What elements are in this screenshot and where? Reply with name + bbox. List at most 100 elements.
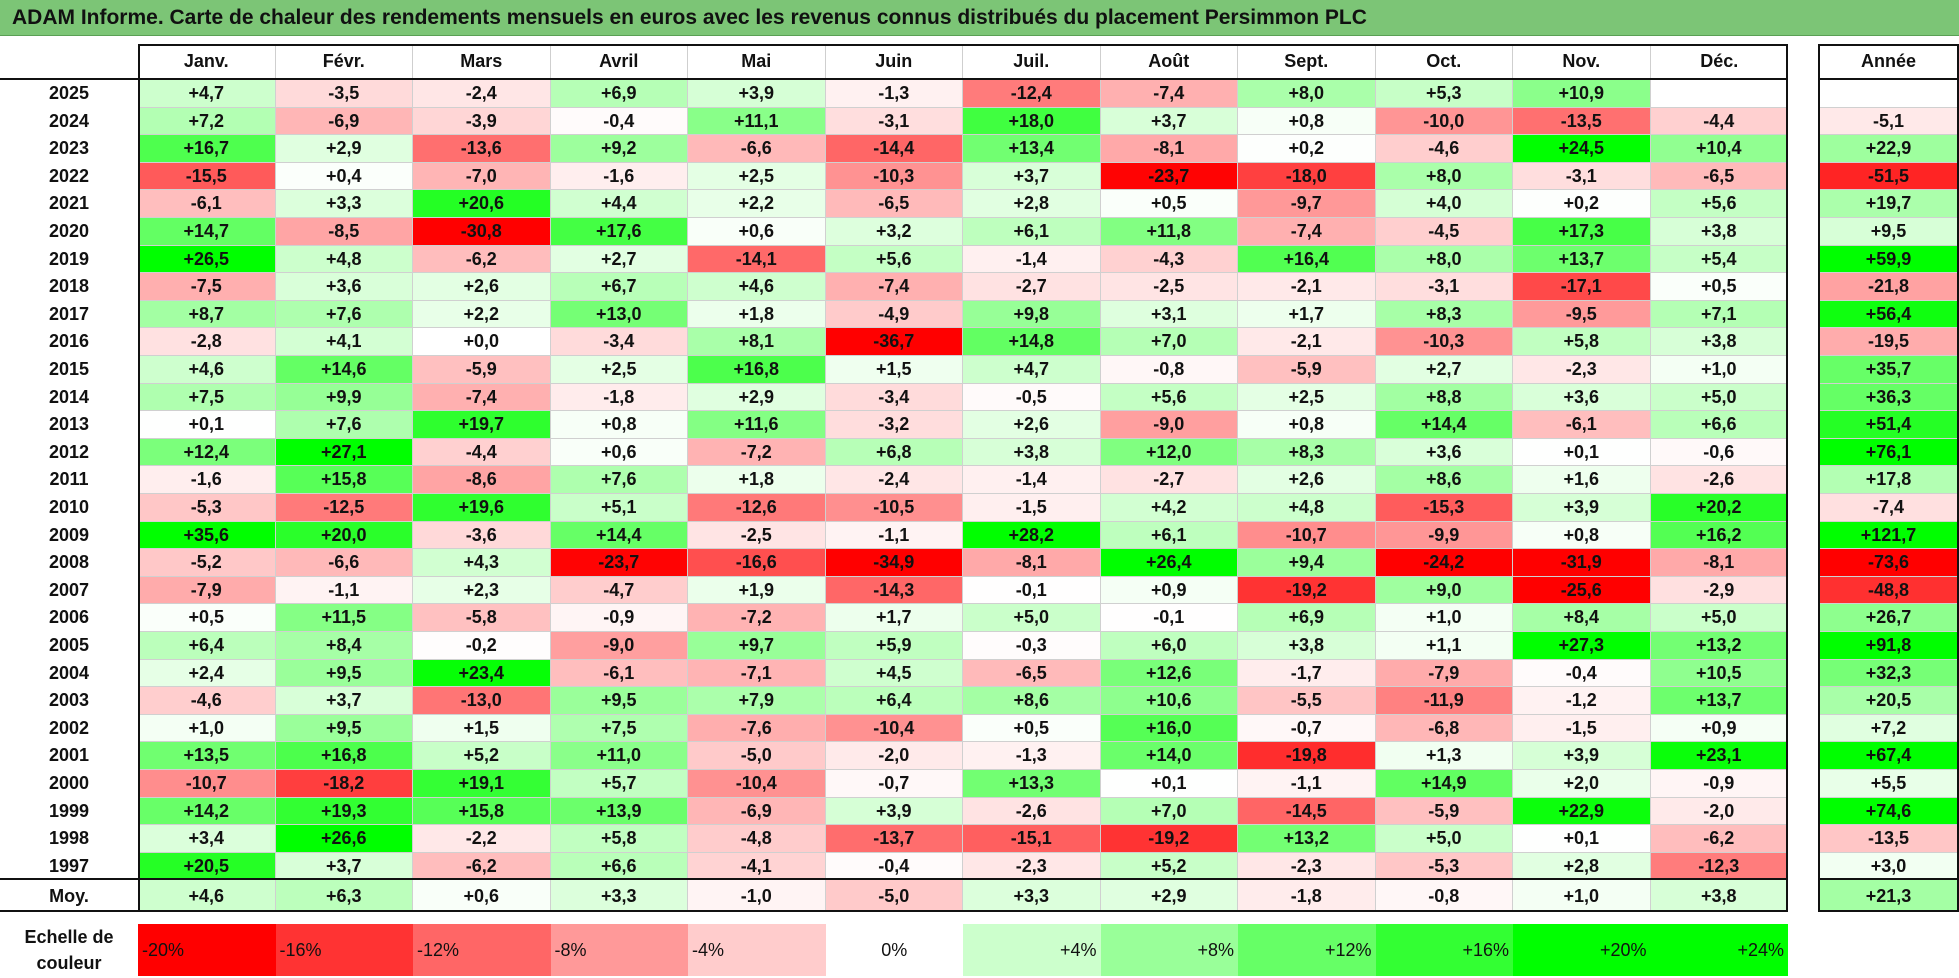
heatmap-cell: -6,2 [1650,825,1788,853]
heatmap-cell: +26,6 [275,825,413,853]
month-header: Oct. [1376,44,1513,78]
month-header: Janv. [138,44,276,78]
heatmap-cell: +6,1 [1100,521,1238,550]
heatmap-cell: +5,0 [963,604,1101,632]
annual-cell: +7,2 [1818,714,1959,743]
heatmap-cell: -10,5 [825,494,963,522]
heatmap-cell: -15,3 [1375,494,1513,522]
year-label: 2004 [48,662,90,683]
color-scale-label-line2: couleur [36,953,102,973]
heatmap-cell: -3,5 [275,80,413,108]
heatmap-cell: +9,7 [688,632,826,660]
heatmap-cell: -12,5 [275,494,413,522]
heatmap-cell: -7,2 [688,438,826,467]
average-cell: -5,0 [825,880,963,912]
heatmap-cell: +35,6 [138,521,276,550]
heatmap-cell: -23,7 [550,549,688,577]
heatmap-cell: +0,1 [138,411,276,439]
heatmap-cell: -5,3 [138,494,276,522]
heatmap-cell: -19,8 [1238,742,1376,770]
annual-cell: +17,8 [1818,466,1959,494]
heatmap-cell: -8,5 [275,218,413,246]
average-cell: +2,9 [1100,880,1238,912]
annual-cell: +36,3 [1818,383,1959,412]
heatmap-cell: +16,2 [1650,521,1788,550]
heatmap-cell: +13,0 [550,300,688,329]
heatmap-cell: -6,5 [825,190,963,218]
heatmap-cell: -30,8 [413,218,551,246]
heatmap-cell: +1,8 [688,300,826,329]
heatmap-cell: +1,7 [825,604,963,632]
year-label: 2007 [48,579,90,600]
heatmap-cell: -1,6 [138,466,276,494]
average-cell: -1,8 [1238,880,1376,912]
heatmap-cell: -7,9 [1375,659,1513,688]
year-label: 2015 [48,359,90,379]
heatmap-cell: +2,7 [550,245,688,274]
heatmap-cell: -0,5 [963,383,1101,412]
heatmap-cell: -5,0 [688,742,826,770]
heatmap-cell: -19,2 [1238,576,1376,605]
heatmap-cell: -7,2 [688,604,826,632]
heatmap-cell: +4,8 [1238,494,1376,522]
heatmap-cell: +11,5 [275,604,413,632]
heatmap-cell: -1,1 [1238,770,1376,798]
heatmap-cell: -0,4 [1513,659,1651,688]
heatmap-cell: +7,6 [275,300,413,329]
heatmap-cell: +4,2 [1100,494,1238,522]
heatmap-cell: -3,4 [550,328,688,356]
heatmap-cell: +9,5 [550,687,688,715]
heatmap-cell: +2,7 [1375,356,1513,384]
heatmap-cell: +1,0 [1375,604,1513,632]
heatmap-cell: +5,7 [550,770,688,798]
heatmap-cell: +7,5 [138,383,276,412]
heatmap-cell: -2,8 [138,328,276,356]
year-label: 2012 [48,441,90,462]
heatmap-cell: +1,5 [825,356,963,384]
average-cell: +0,6 [413,880,551,912]
year-label: 2006 [48,607,90,628]
heatmap-cell: -2,5 [688,521,826,550]
heatmap-cell: +16,7 [138,135,276,163]
heatmap-cell: -15,5 [138,162,276,191]
heatmap-cell: -0,1 [1100,604,1238,632]
heatmap-cell: +8,7 [138,300,276,329]
year-label: 2016 [48,331,90,352]
heatmap-cell: -2,6 [963,797,1101,826]
heatmap-cell: -1,7 [1238,659,1376,688]
heatmap-cell [1650,80,1788,108]
heatmap-cell: +13,5 [138,742,276,770]
heatmap-cell: +0,1 [1513,825,1651,853]
annual-cell: +22,9 [1818,135,1959,163]
heatmap-cell: -7,6 [688,714,826,743]
month-header: Mai [688,44,826,78]
annual-average-separator [1818,878,1959,880]
year-label: 1999 [48,800,90,821]
heatmap-cell: -2,1 [1238,273,1376,301]
heatmap-cell: -18,2 [275,770,413,798]
heatmap-cell: -4,4 [1650,107,1788,136]
heatmap-cell: -4,8 [688,825,826,853]
heatmap-cell: -1,5 [1513,714,1651,743]
year-label: 2024 [48,110,90,131]
average-cell: +4,6 [138,880,276,912]
heatmap-cell: +0,2 [1513,190,1651,218]
heatmap-cell: -0,6 [1650,438,1788,467]
heatmap-cell: +15,8 [275,466,413,494]
color-scale-step: +12% [1238,924,1376,976]
header-separator [0,78,1788,80]
heatmap-cell: -1,1 [275,576,413,605]
heatmap-cell: -9,0 [550,632,688,660]
heatmap-cell: -9,7 [1238,190,1376,218]
heatmap-cell: +0,4 [275,162,413,191]
heatmap-cell: +16,8 [275,742,413,770]
heatmap-cell: +8,3 [1375,300,1513,329]
annual-cell [1818,80,1959,108]
heatmap-cell: +13,7 [1650,687,1788,715]
heatmap-cell: -3,4 [825,383,963,412]
heatmap-cell: -2,0 [825,742,963,770]
heatmap-cell: -13,7 [825,825,963,853]
heatmap-cell: -6,8 [1375,714,1513,743]
heatmap-cell: +5,9 [825,632,963,660]
heatmap-cell: +3,7 [963,162,1101,191]
